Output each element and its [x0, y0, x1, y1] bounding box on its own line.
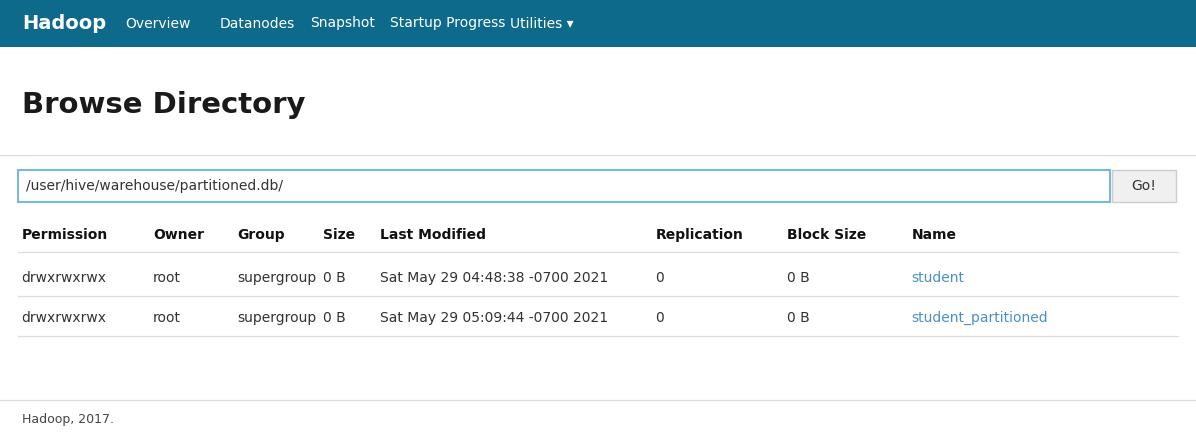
Text: supergroup: supergroup [237, 271, 316, 285]
Text: supergroup: supergroup [237, 311, 316, 325]
Text: Sat May 29 04:48:38 -0700 2021: Sat May 29 04:48:38 -0700 2021 [380, 271, 609, 285]
Text: Snapshot: Snapshot [310, 17, 374, 31]
Text: root: root [153, 271, 181, 285]
Text: Last Modified: Last Modified [380, 228, 487, 242]
Text: Hadoop, 2017.: Hadoop, 2017. [22, 413, 114, 427]
Text: Group: Group [237, 228, 285, 242]
Text: Sat May 29 05:09:44 -0700 2021: Sat May 29 05:09:44 -0700 2021 [380, 311, 609, 325]
Text: Owner: Owner [153, 228, 205, 242]
Text: 0 B: 0 B [323, 311, 346, 325]
Text: Hadoop: Hadoop [22, 14, 106, 33]
Text: drwxrwxrwx: drwxrwxrwx [22, 271, 106, 285]
Text: Overview: Overview [126, 17, 190, 31]
Text: Name: Name [911, 228, 957, 242]
Bar [0, 0, 1196, 47]
Text: 0: 0 [655, 271, 664, 285]
Text: /user/hive/warehouse/partitioned.db/: /user/hive/warehouse/partitioned.db/ [26, 179, 283, 193]
Text: 0 B: 0 B [787, 271, 810, 285]
Text: Block Size: Block Size [787, 228, 866, 242]
Text: Datanodes: Datanodes [220, 17, 295, 31]
Text: student_partitioned: student_partitioned [911, 311, 1048, 325]
Bar [18, 170, 1110, 202]
Text: drwxrwxrwx: drwxrwxrwx [22, 311, 106, 325]
Text: Replication: Replication [655, 228, 743, 242]
Bar [1112, 170, 1176, 202]
Text: Browse Directory: Browse Directory [22, 91, 305, 119]
Text: root: root [153, 311, 181, 325]
Text: 0: 0 [655, 311, 664, 325]
Text: 0 B: 0 B [787, 311, 810, 325]
Text: Size: Size [323, 228, 355, 242]
Text: Startup Progress: Startup Progress [390, 17, 506, 31]
Text: Permission: Permission [22, 228, 108, 242]
Text: student: student [911, 271, 964, 285]
Text: Utilities ▾: Utilities ▾ [509, 17, 574, 31]
Text: 0 B: 0 B [323, 271, 346, 285]
Text: Go!: Go! [1131, 179, 1157, 193]
